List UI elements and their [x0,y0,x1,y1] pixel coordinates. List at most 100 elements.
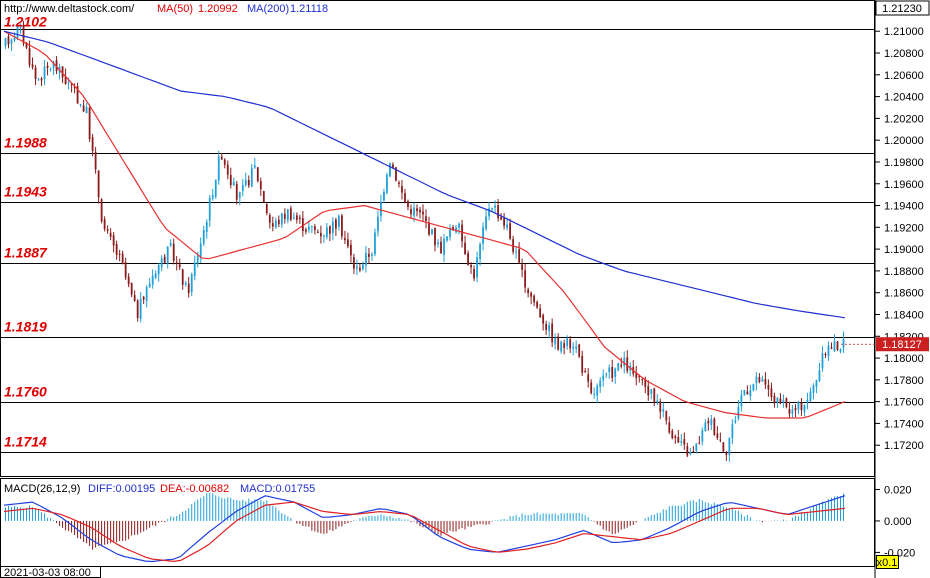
macd-dea-value: DEA:-0.00682 [160,483,229,495]
candle-body [542,315,545,324]
candle-body [37,79,40,81]
candle-body [220,156,223,160]
candle-body [250,168,253,187]
candle-body [148,283,151,287]
candle-body [31,64,34,68]
candle-body [521,264,524,270]
candle-body [650,389,653,394]
candle-body [235,183,238,200]
candle-body [833,341,836,352]
candle-body [518,249,521,263]
candle-body [620,364,623,367]
candle-body [118,253,121,255]
candle-body [277,219,280,225]
date-label: 2021-03-03 08:00 [4,567,91,578]
current-price-marker: 1.18127 [841,337,929,352]
candle-body [301,218,304,232]
candle-body [548,325,551,332]
candle-body [163,256,166,263]
price-tick-label: 1.18000 [884,353,924,365]
candle-body [662,409,665,412]
candle-body [704,422,707,431]
candle-body [458,223,460,228]
candle-body [157,265,160,275]
candle-body [482,227,484,244]
candle-body [473,269,475,279]
candle-body [692,451,695,453]
candle-body [4,38,7,46]
candle-body [359,267,361,271]
candle-body [554,338,557,345]
zoom-box[interactable] [876,555,899,569]
candle-body [470,265,472,268]
price-tick-label: 1.19600 [884,179,924,191]
candle-body [371,254,373,256]
candle-body [67,82,70,84]
candle-body [268,215,271,223]
candle-body [106,229,109,231]
candle-body [310,226,313,228]
candle-body [506,224,508,228]
candle-body [794,407,797,411]
candle-body [767,384,770,390]
candle-body [94,152,97,170]
candle-body [557,336,560,350]
candle-body [674,436,677,439]
candle-body [719,439,722,441]
candle-body [295,215,298,220]
candle-body [70,83,73,85]
candle-body [247,179,250,186]
candle-body [217,156,220,181]
candle-body [55,60,58,72]
candle-body [7,36,10,45]
candle-body [617,363,620,370]
support-resistance-levels [0,29,875,453]
site-url[interactable]: http://www.deltastock.com/ [4,3,135,15]
candle-body [701,430,704,442]
candle-body [803,404,806,413]
candle-body [178,264,181,268]
candle-body [464,242,466,255]
candle-body [316,231,319,233]
candle-body [449,227,451,238]
candle-body [497,205,499,219]
candle-body [722,442,725,452]
candle-body [686,446,689,456]
candle-body [500,217,502,220]
candle-body [313,226,316,230]
candle-body [265,203,268,214]
candle-body [653,388,656,402]
candle-body [331,221,334,233]
candle-body [812,385,815,393]
candle-body [614,368,617,377]
candle-body [298,217,301,219]
candle-body [334,219,337,229]
candle-body [136,300,139,318]
candle-body [166,246,169,264]
candle-body [779,398,782,404]
candle-body [425,216,427,222]
candle-body [16,25,19,38]
price-tick-label: 1.20200 [884,113,924,125]
candle-body [353,257,355,269]
candle-body [386,174,388,193]
candle-body [100,199,103,222]
candle-body [659,401,662,412]
candle-body [229,174,232,186]
candle-body [716,433,719,438]
candle-body [410,209,412,215]
price-tick-label: 1.19400 [884,201,924,213]
candle-body [437,242,439,245]
macd-diff-value: DIFF:0.00195 [88,483,155,495]
candle-body [64,75,67,84]
candle-body [419,209,421,213]
price-tick-label: 1.17400 [884,418,924,430]
zoom-label[interactable]: x0.1 [877,557,898,569]
candle-body [103,219,106,230]
candle-body [383,191,385,201]
top-price-label: 1.21230 [882,3,922,15]
candle-body [109,232,112,237]
price-panel-frame [0,0,875,477]
candle-body [34,67,37,80]
candle-body [115,244,118,255]
